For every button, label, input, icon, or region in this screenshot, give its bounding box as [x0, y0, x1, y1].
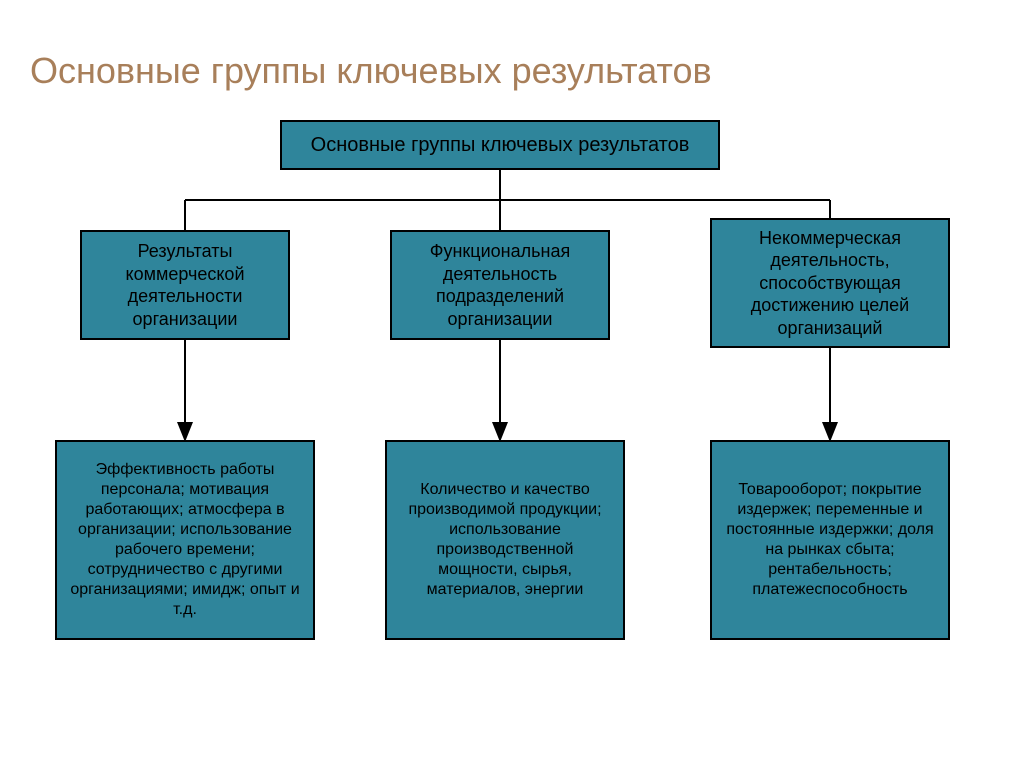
connector-layer	[0, 0, 1024, 767]
mid-node-2: Функциональная деятельность подразделени…	[390, 230, 610, 340]
root-node: Основные группы ключевых результатов	[280, 120, 720, 170]
leaf-node-2: Количество и качество производимой проду…	[385, 440, 625, 640]
mid-node-1: Результаты коммерческой деятельности орг…	[80, 230, 290, 340]
page-title: Основные группы ключевых результатов	[30, 50, 712, 92]
mid-node-3: Некоммерческая деятельность, способствую…	[710, 218, 950, 348]
leaf-node-1: Эффективность работы персонала; мотиваци…	[55, 440, 315, 640]
leaf-node-3: Товарооборот; покрытие издержек; перемен…	[710, 440, 950, 640]
